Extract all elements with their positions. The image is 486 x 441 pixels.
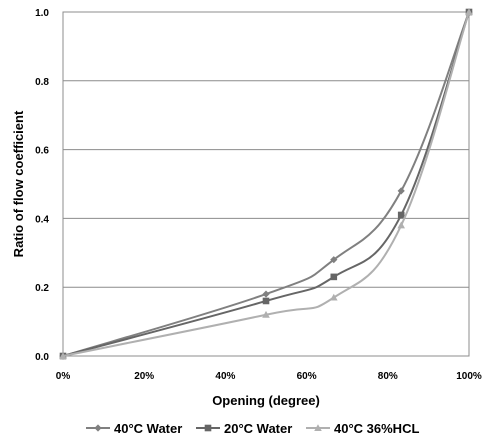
plot-frame xyxy=(63,12,469,356)
data-point xyxy=(398,212,405,219)
legend: 40°C Water 20°C Water 40°C 36%HCL xyxy=(86,421,419,436)
x-tick-label: 20% xyxy=(134,371,154,382)
y-axis-title: Ratio of flow coefficient xyxy=(11,110,26,257)
y-axis-tick-labels: 0.0 0.2 0.4 0.6 0.8 1.0 xyxy=(35,8,49,363)
y-tick-label: 0.6 xyxy=(35,146,49,157)
legend-item: 20°C Water xyxy=(196,421,292,436)
legend-label: 40°C 36%HCL xyxy=(334,421,419,436)
series-1 xyxy=(59,8,472,359)
y-tick-label: 0.0 xyxy=(35,352,49,363)
x-axis-tick-labels: 0% 20% 40% 60% 80% 100% xyxy=(56,371,482,382)
x-tick-label: 40% xyxy=(215,371,235,382)
series-line xyxy=(63,12,469,356)
legend-marker xyxy=(205,425,212,432)
gridlines xyxy=(63,81,469,287)
series-group xyxy=(59,8,473,359)
legend-label: 20°C Water xyxy=(224,421,292,436)
y-tick-label: 0.4 xyxy=(35,214,49,225)
legend-label: 40°C Water xyxy=(114,421,182,436)
series-2 xyxy=(60,9,473,360)
x-axis-title: Opening (degree) xyxy=(212,393,320,408)
legend-item: 40°C 36%HCL xyxy=(306,421,419,436)
series-line xyxy=(63,12,469,356)
y-tick-label: 1.0 xyxy=(35,8,49,19)
data-point xyxy=(263,298,270,305)
x-tick-label: 0% xyxy=(56,371,71,382)
data-point xyxy=(397,221,405,228)
series-line xyxy=(63,12,469,356)
legend-marker xyxy=(94,424,101,431)
data-point xyxy=(331,274,338,281)
legend-item: 40°C Water xyxy=(86,421,182,436)
y-tick-label: 0.2 xyxy=(35,283,49,294)
x-tick-label: 60% xyxy=(297,371,317,382)
series-3 xyxy=(59,8,473,359)
x-tick-label: 80% xyxy=(378,371,398,382)
data-point xyxy=(262,290,269,297)
y-tick-label: 0.8 xyxy=(35,77,49,88)
x-tick-label: 100% xyxy=(456,371,482,382)
